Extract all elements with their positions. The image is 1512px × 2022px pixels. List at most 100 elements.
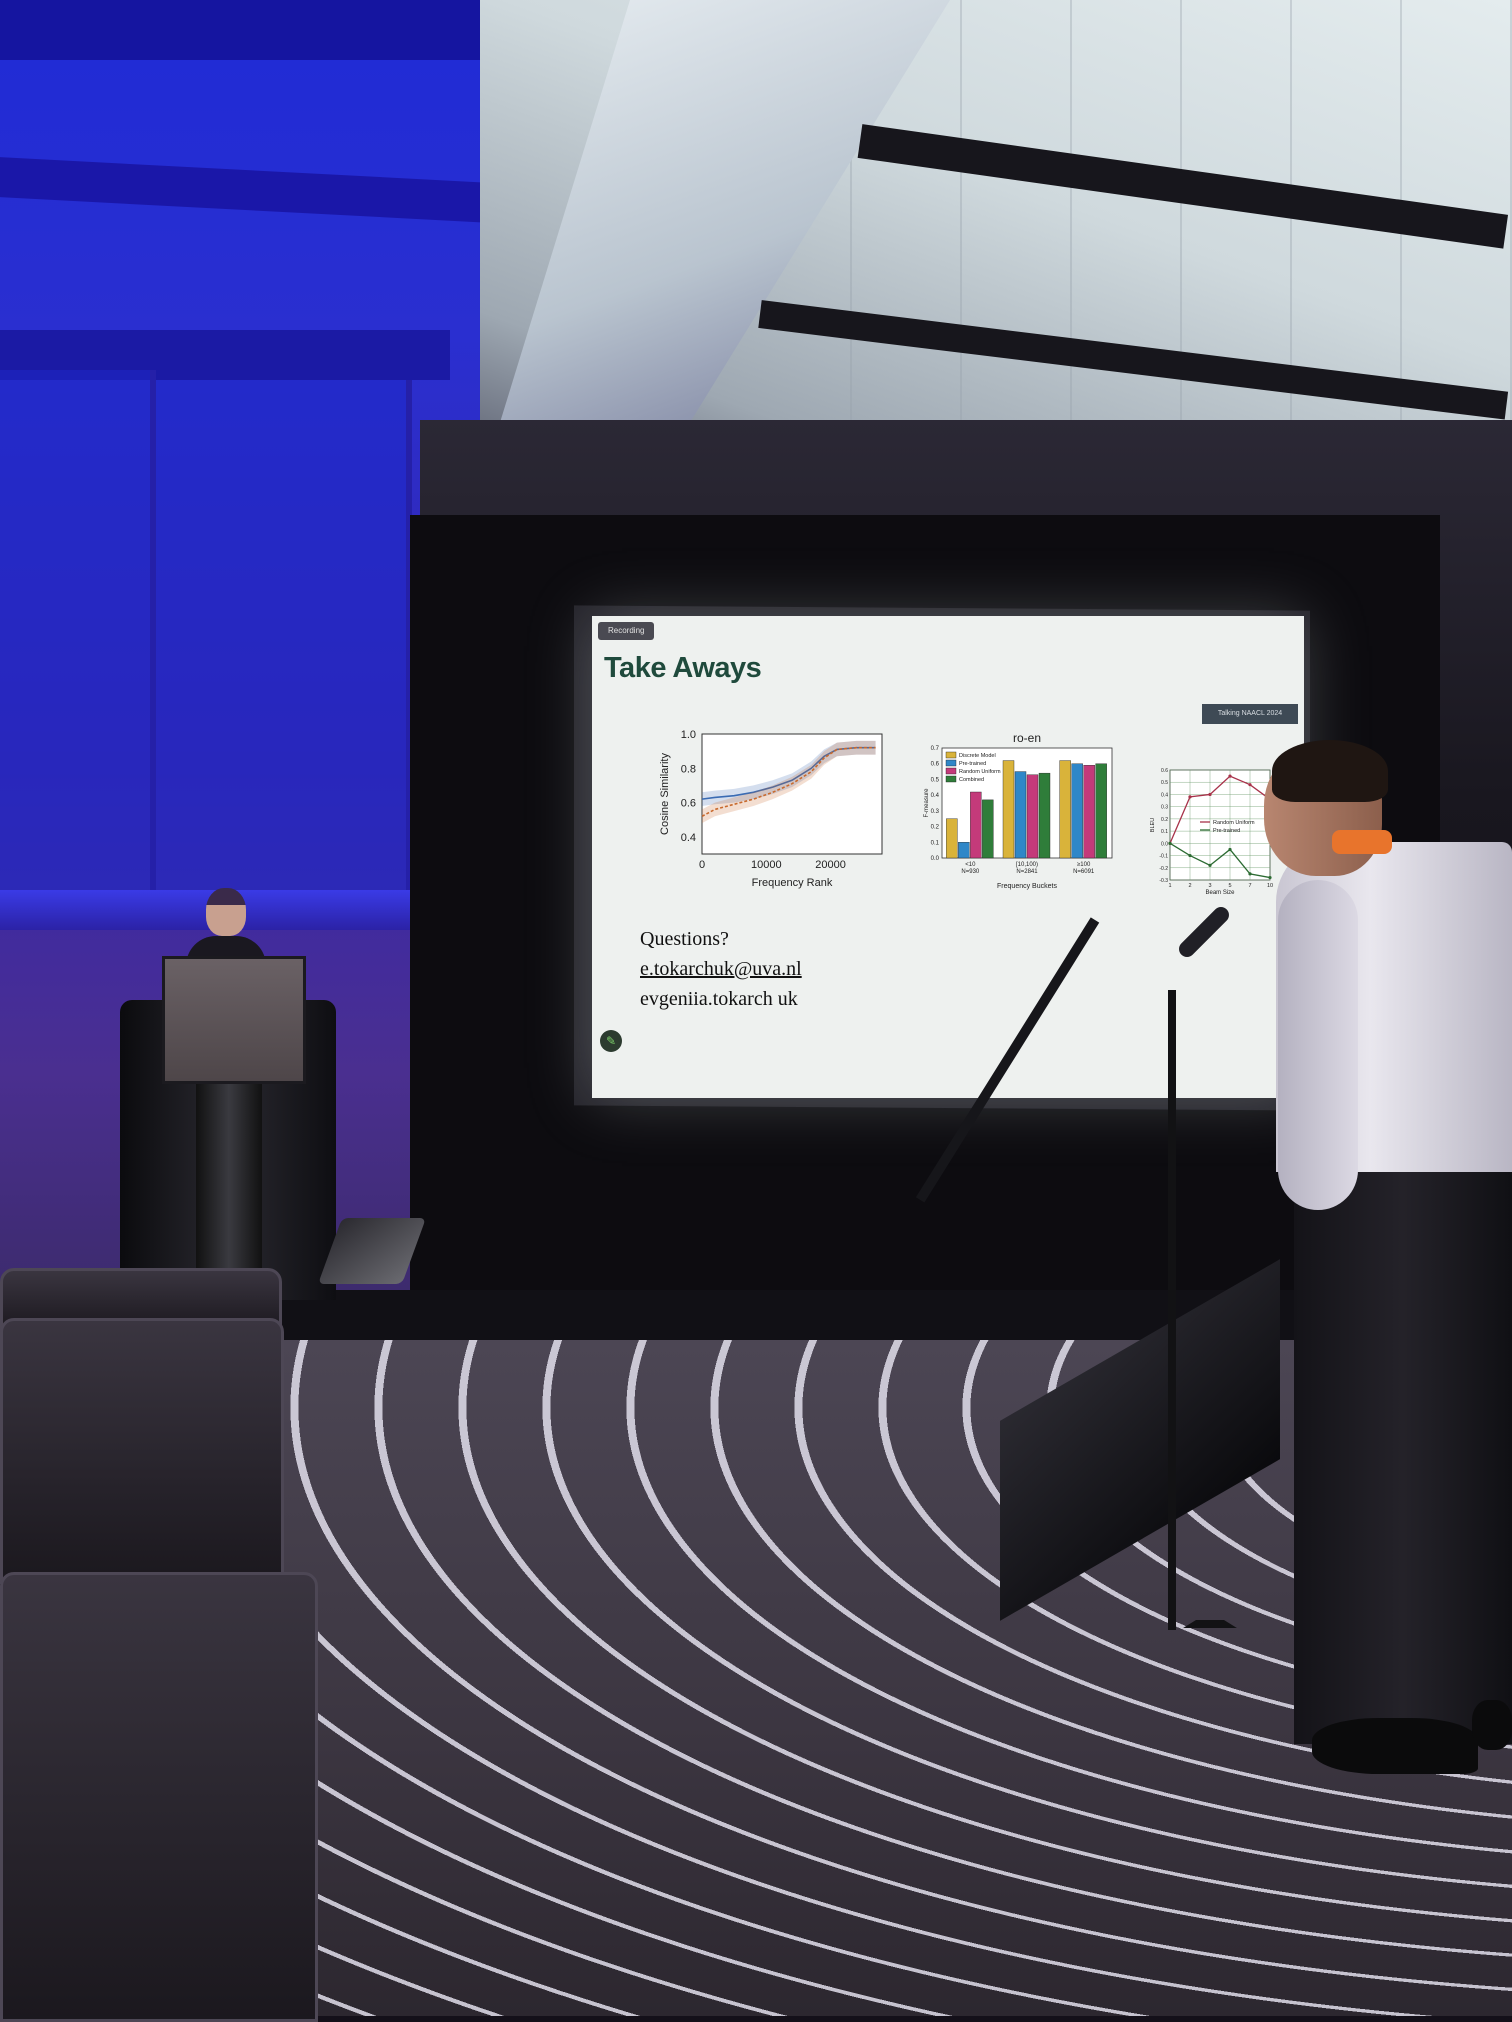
- data-point: [1228, 774, 1232, 778]
- x-axis-label: Beam Size: [1205, 890, 1235, 896]
- data-point: [1248, 872, 1252, 876]
- shoe: [1472, 1700, 1512, 1750]
- projection-screen: Recording Take Aways Talking NAACL 2024 …: [592, 616, 1304, 1098]
- bar: [1026, 774, 1039, 859]
- x-axis-label: Frequency Buckets: [997, 883, 1057, 890]
- y-axis-label: BLEU: [1150, 818, 1156, 832]
- x-tick-label: 1: [1168, 883, 1171, 889]
- y-tick-label: -0.3: [1159, 878, 1168, 884]
- data-point: [1168, 841, 1172, 845]
- x-tick-label: 10000: [751, 859, 782, 871]
- y-axis-label: F-measure: [924, 788, 930, 818]
- pen-icon[interactable]: ✎: [600, 1030, 622, 1052]
- y-tick-label: 0.3: [931, 809, 940, 815]
- legend-label: Random Uniform: [959, 769, 1001, 775]
- x-tick-label: 7: [1248, 883, 1251, 889]
- legend-swatch: [945, 767, 957, 775]
- bar: [982, 799, 994, 859]
- chair: [0, 1318, 284, 1584]
- series-line: [701, 746, 876, 817]
- data-point: [1268, 875, 1272, 880]
- legend-swatch: [945, 759, 957, 767]
- wall-panel: [0, 370, 156, 890]
- y-tick-label: 0.0: [1161, 841, 1168, 847]
- category-label: N=2841: [1016, 869, 1038, 875]
- series-line: [1169, 775, 1271, 844]
- category-label: N=6091: [1073, 869, 1095, 875]
- conference-tag: Talking NAACL 2024: [1202, 704, 1298, 724]
- x-axis-label: Frequency Rank: [752, 877, 833, 889]
- man-hair: [1272, 740, 1388, 802]
- y-tick-label: 1.0: [681, 729, 696, 741]
- y-tick-label: 0.5: [1161, 780, 1168, 786]
- bar: [1071, 763, 1083, 859]
- category-label: ≥100: [1077, 862, 1091, 868]
- bar: [1083, 765, 1095, 859]
- questions-label: Questions?: [640, 928, 729, 950]
- data-point: [1188, 853, 1192, 858]
- y-tick-label: 0.1: [931, 840, 940, 846]
- legend-swatch: [945, 751, 957, 759]
- bar: [1095, 763, 1107, 859]
- x-tick-label: 20000: [815, 859, 846, 871]
- series-line: [1169, 842, 1271, 879]
- data-point: [1228, 847, 1232, 852]
- legend-label: Random Uniform: [1213, 820, 1255, 826]
- wall-panel: [156, 380, 412, 920]
- series-band: [702, 740, 876, 824]
- bar: [1002, 760, 1015, 859]
- bar: [1059, 760, 1071, 859]
- y-tick-label: 0.6: [1161, 768, 1168, 774]
- series-line: [701, 746, 876, 800]
- lanyard: [1332, 830, 1392, 854]
- beam-size-chart: -0.3 -0.2 -0.1 0.0 0.1 0.2 0.3 0.4 0.5 0.6 1 2 3 5 7 10…: [1150, 768, 1273, 896]
- y-tick-label: 0.1: [1161, 829, 1168, 835]
- y-tick-label: -0.2: [1159, 866, 1168, 872]
- mic-stand: [1168, 990, 1176, 1630]
- category-label: N=930: [961, 869, 980, 875]
- podium-lectern: [162, 956, 306, 1084]
- y-tick-label: 0.3: [1161, 805, 1168, 811]
- bar: [970, 791, 982, 859]
- data-point: [1208, 863, 1212, 867]
- data-point: [1248, 783, 1252, 787]
- y-tick-label: -0.1: [1159, 854, 1168, 860]
- man-arm: [1278, 880, 1358, 1210]
- x-tick-label: 3: [1208, 883, 1211, 889]
- chart-title: ro-en: [1013, 731, 1041, 745]
- bar: [1038, 772, 1051, 859]
- y-tick-label: 0.2: [1161, 817, 1168, 823]
- legend-label: Pre-trained: [1213, 828, 1240, 834]
- series-band: [702, 740, 876, 806]
- ceiling-beam: [0, 0, 540, 60]
- email-link-primary[interactable]: e.tokarchuk@uva.nl: [640, 958, 802, 980]
- presenter-head: [206, 888, 246, 936]
- man-trousers: [1294, 1124, 1512, 1744]
- y-tick-label: 0.0: [931, 856, 940, 862]
- bar: [958, 842, 970, 859]
- y-tick-label: 0.5: [931, 777, 940, 783]
- x-tick-label: 10: [1267, 883, 1273, 889]
- legend-label: Discrete Model: [959, 753, 996, 759]
- y-tick-label: 0.4: [1161, 792, 1168, 798]
- data-point: [1188, 795, 1192, 799]
- bar: [1014, 771, 1027, 859]
- questions-block: Questions? e.tokarchuk@uva.nl evgeniia.t…: [640, 924, 802, 1014]
- cosine-similarity-chart: 0.4 0.6 0.8 1.0 0 10000 20000 Frequency Rank Cos…: [659, 729, 883, 889]
- legend-label: Pre-trained: [959, 761, 986, 767]
- x-tick-label: 0: [699, 859, 705, 871]
- plot-area: [701, 733, 883, 855]
- y-tick-label: 0.4: [681, 832, 696, 844]
- category-label: <10: [965, 862, 976, 868]
- y-axis-label: Cosine Similarity: [659, 753, 671, 835]
- bar: [946, 818, 958, 859]
- legend-label: Combined: [959, 777, 984, 783]
- chair: [0, 1572, 318, 2022]
- recording-badge: Recording: [598, 622, 655, 640]
- category-label: [10,100): [1016, 862, 1038, 868]
- email-secondary: evgeniia.tokarch uk: [640, 988, 798, 1010]
- frequency-bucket-bar-chart: ro-en 0.0 0.1 0.2 0.3 0.4 0.5 0.6 0.7 F-measure <1…: [924, 731, 1113, 890]
- x-tick-label: 5: [1228, 883, 1231, 889]
- legend-swatch: [945, 775, 957, 783]
- x-tick-label: 2: [1188, 883, 1191, 889]
